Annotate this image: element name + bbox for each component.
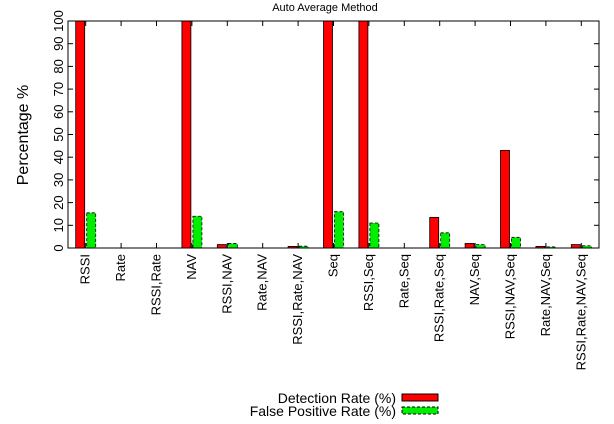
x-tick-label: RSSI,Rate,NAV,Seq [573, 254, 588, 370]
false-positive-bar [475, 244, 486, 249]
x-tick-label: RSSI,Rate [149, 254, 164, 315]
y-tick-label: 60 [51, 105, 66, 119]
legend-swatch-false-positive-rate [401, 406, 439, 415]
detection-rate-bar [216, 244, 227, 249]
false-positive-bar [86, 212, 97, 249]
false-positive-bar [369, 222, 380, 249]
detection-rate-bar [358, 20, 369, 249]
legend: Detection Rate (%) False Positive Rate (… [250, 390, 439, 419]
x-tick-label: Rate,NAV [255, 254, 270, 311]
y-tick-label: 0 [51, 244, 66, 251]
detection-rate-bar [500, 149, 510, 249]
legend-swatch-detection-rate [401, 393, 439, 402]
x-tick-label: NAV [184, 254, 199, 280]
x-tick-label: Rate,Seq [396, 254, 411, 308]
x-tick-label: RSSI,NAV,Seq [503, 254, 518, 339]
legend-label-detection-rate: Detection Rate (%) [278, 390, 396, 406]
y-tick-label: 10 [51, 218, 66, 232]
false-positive-bar [546, 246, 557, 249]
x-tick-label: Rate,NAV,Seq [538, 254, 553, 336]
x-tick-label: RSSI,Rate,NAV [290, 254, 305, 345]
y-tick-label: 20 [51, 195, 66, 209]
x-tick-label: RSSI,Rate,Seq [432, 254, 447, 342]
detection-rate-bar [181, 20, 192, 249]
y-tick-label: 70 [51, 82, 66, 96]
false-positive-bar [192, 215, 203, 249]
y-tick-label: 100 [51, 10, 66, 32]
x-tick-label: RSSI,NAV [219, 254, 234, 314]
plot-area: 0 10 20 30 40 50 60 70 80 90 100 RSSI Rate RSSI,Rate N… [51, 10, 599, 370]
false-positive-bar [511, 236, 521, 249]
x-tick-label: RSSI,Seq [361, 254, 376, 311]
detection-rate-bar [570, 244, 581, 249]
false-positive-bar [227, 243, 238, 249]
y-tick-label: 40 [51, 150, 66, 164]
false-positive-bar [440, 232, 451, 249]
legend-label-false-positive-rate: False Positive Rate (%) [250, 403, 396, 419]
x-tick-label: Seq [326, 254, 341, 277]
plot-frame [67, 20, 600, 249]
detection-rate-bar [429, 216, 440, 249]
y-tick-label: 90 [51, 36, 66, 50]
detection-rate-bar [464, 243, 475, 249]
detection-rate-bar [323, 20, 333, 249]
chart-title: Auto Average Method [272, 2, 378, 14]
y-tick-label: 30 [51, 173, 66, 187]
false-positive-bar [334, 211, 344, 249]
detection-rate-bar [75, 20, 86, 249]
y-tick-label: 50 [51, 127, 66, 141]
x-tick-label: Rate [113, 254, 128, 281]
y-axis-label: Percentage % [15, 85, 32, 186]
x-tick-label: NAV,Seq [467, 254, 482, 305]
y-tick-label: 80 [51, 59, 66, 73]
x-tick-label: RSSI [78, 254, 93, 284]
